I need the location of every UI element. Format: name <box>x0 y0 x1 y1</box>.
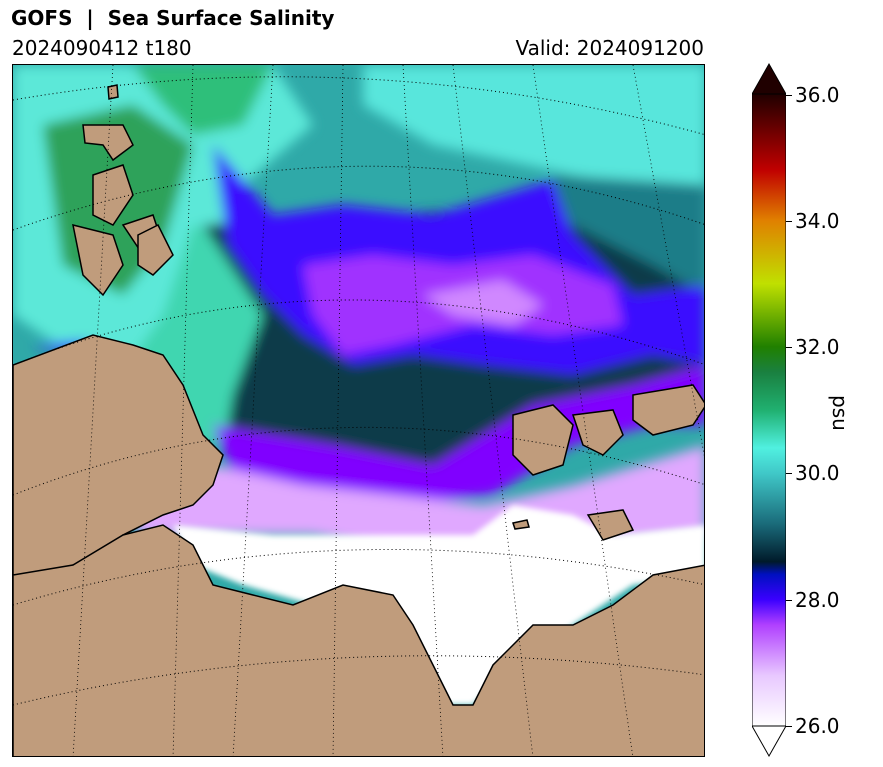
colorbar-tick-label: 26.0 <box>795 714 840 738</box>
colorbar-scale <box>752 93 786 727</box>
land <box>13 84 704 756</box>
colorbar-tickmark <box>786 221 792 222</box>
run-label: 2024090412 t180 <box>12 36 192 60</box>
colorbar-tickmark <box>786 473 792 474</box>
colorbar-min-extend <box>752 725 786 758</box>
colorbar-tick-label: 28.0 <box>795 588 840 612</box>
colorbar-tick-label: 36.0 <box>795 83 840 107</box>
salinity-map[interactable] <box>12 64 705 757</box>
colorbar-tick-label: 30.0 <box>795 461 840 485</box>
map-canvas <box>13 65 704 756</box>
colorbar <box>752 62 786 758</box>
graticule <box>13 76 704 706</box>
colorbar-tick-label: 34.0 <box>795 209 840 233</box>
colorbar-tickmark <box>786 726 792 727</box>
valid-time-label: Valid: 2024091200 <box>515 36 704 60</box>
meridians <box>72 65 704 756</box>
colorbar-tickmark <box>786 600 792 601</box>
colorbar-tickmark <box>786 95 792 96</box>
colorbar-tick-label: 32.0 <box>795 335 840 359</box>
colorbar-tickmark <box>786 347 792 348</box>
colorbar-unit-label: psu <box>828 395 852 431</box>
chart-title: GOFS | Sea Surface Salinity <box>11 6 335 30</box>
colorbar-max-extend <box>752 62 786 95</box>
